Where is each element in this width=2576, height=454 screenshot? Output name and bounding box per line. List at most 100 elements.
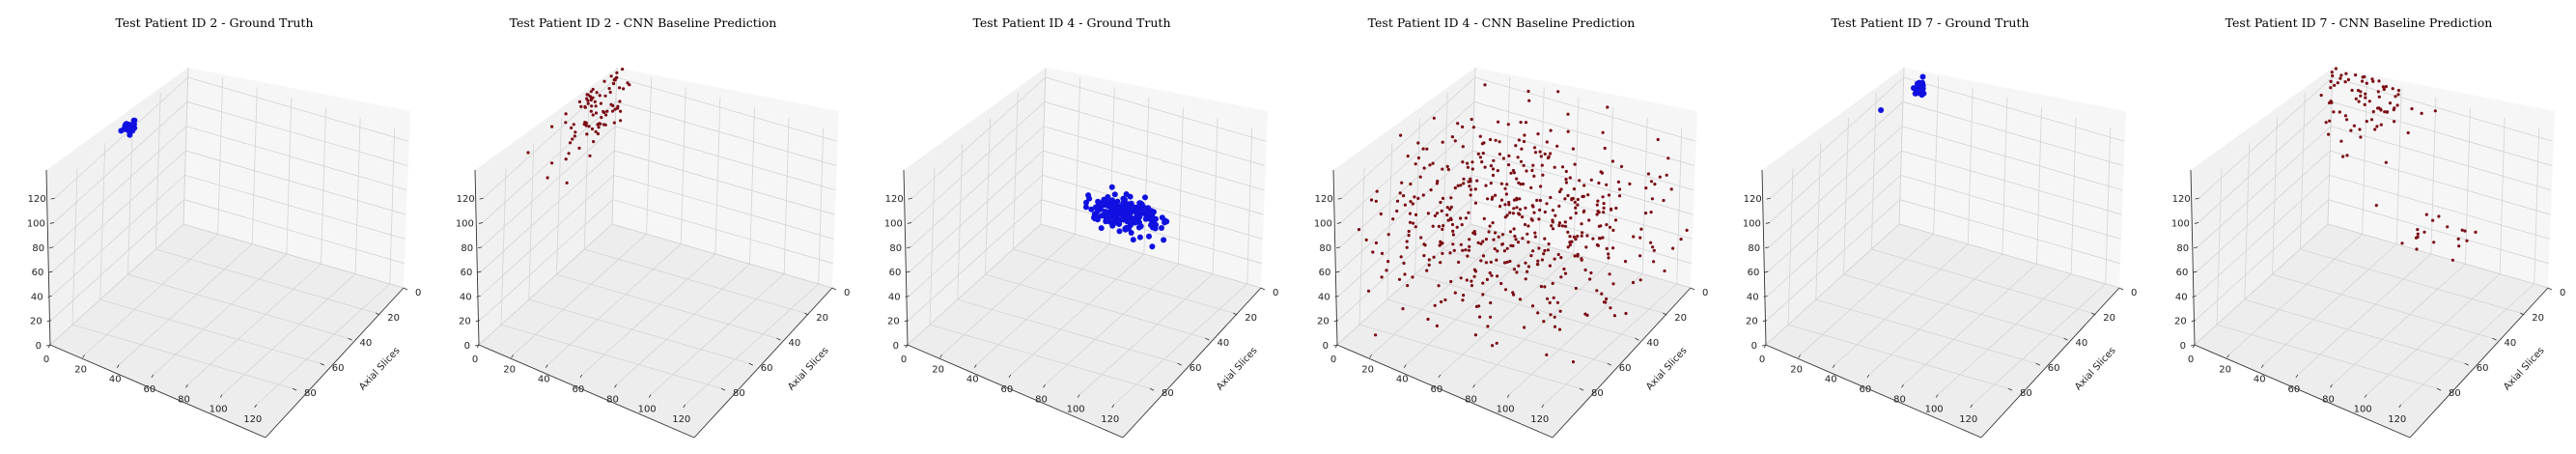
data-point [2388, 101, 2393, 105]
data-point [1663, 269, 1666, 273]
data-point [1602, 211, 1606, 214]
data-point [1469, 193, 1472, 197]
grid-line [2395, 87, 2402, 244]
grid-line [1902, 126, 2123, 191]
z-tick-mark [1765, 246, 1770, 249]
data-point [1512, 198, 1517, 202]
data-point [2437, 214, 2441, 218]
data-point [1409, 200, 1413, 204]
scatter-3d-plot: 0 20 40 60 80 100 120 0 20 40 60 80 0 20 40 60 80 100 120 A… [884, 67, 1278, 439]
data-point [1105, 203, 1111, 210]
grid-line [2327, 223, 2549, 289]
data-points [1357, 83, 1689, 364]
data-point [1548, 264, 1552, 268]
data-point [1441, 251, 1444, 255]
data-point [594, 111, 599, 115]
x-tick-label: 40 [538, 375, 550, 385]
z-axis-line [1761, 169, 1767, 346]
z-tick-label: 100 [456, 218, 474, 229]
data-point [579, 104, 583, 108]
y-tick-label: 20 [2532, 313, 2544, 324]
data-point [1443, 298, 1447, 302]
data-point [1439, 200, 1442, 205]
scatter-3d-plot: 0 20 40 60 80 100 120 0 20 40 60 80 0 20 40 60 80 100 120 A… [27, 67, 421, 439]
grid-line [611, 67, 618, 225]
data-point [1489, 182, 1493, 185]
x-tick-mark [683, 404, 686, 409]
data-point [1136, 234, 1143, 241]
data-point [1533, 231, 1537, 235]
data-point [1597, 181, 1601, 185]
data-point [1545, 140, 1549, 144]
y-tick-mark [1607, 362, 1611, 366]
data-point [1508, 211, 1512, 214]
grid-line [154, 93, 161, 250]
z-tick-label: 20 [887, 317, 900, 327]
z-axis-line [903, 169, 909, 346]
data-point [1541, 173, 1545, 177]
data-point [1438, 243, 1442, 247]
data-point [1116, 220, 1123, 227]
data-point [1445, 164, 1449, 168]
data-point [2396, 93, 2400, 97]
data-point [1467, 180, 1470, 184]
z-tick-label: 100 [1743, 218, 1761, 229]
grid-line [1043, 150, 1264, 215]
data-point [583, 104, 587, 109]
data-point [1487, 230, 1491, 234]
data-point [1638, 278, 1642, 282]
data-point [1472, 230, 1476, 234]
y-tick-mark [320, 362, 324, 366]
z-tick-label: 120 [885, 194, 904, 205]
data-point [1649, 241, 1653, 244]
data-point [1511, 291, 1515, 295]
y-tick-label: 60 [2477, 363, 2489, 374]
data-point [586, 93, 590, 97]
x-tick-mark [1077, 394, 1080, 398]
x-tick-mark [545, 364, 548, 368]
x-tick-mark [2226, 355, 2229, 358]
y-axis-label: Axial Slices [1215, 346, 1260, 393]
data-point [1441, 167, 1444, 171]
data-point [2365, 120, 2368, 124]
data-point [1646, 172, 1650, 176]
data-point [1453, 185, 1457, 190]
x-tick-label: 0 [901, 355, 907, 365]
data-point [1431, 224, 1435, 228]
data-point [1527, 99, 1531, 102]
data-point [1449, 279, 1453, 284]
z-tick-mark [2195, 197, 2199, 200]
data-point [594, 104, 598, 108]
x-tick-mark [1541, 404, 1545, 409]
data-point [1499, 281, 1503, 286]
data-point [2369, 118, 2374, 122]
data-point [564, 121, 568, 125]
data-point [1465, 278, 1469, 282]
data-point [1406, 155, 1410, 158]
chart-title: Test Patient ID 2 - Ground Truth [115, 15, 314, 30]
x-tick-label: 80 [2322, 394, 2335, 405]
data-point [1449, 196, 1453, 200]
grid-line [1815, 143, 1822, 300]
data-point [1121, 200, 1128, 207]
data-point [1436, 212, 1440, 215]
data-point [1422, 166, 1426, 170]
data-point [2336, 81, 2339, 85]
y-tick-label: 60 [1619, 363, 1632, 374]
grid-line [985, 118, 991, 275]
data-point [1522, 163, 1526, 167]
data-point [622, 87, 626, 91]
data-point [1606, 105, 1610, 109]
data-point [1585, 313, 1589, 317]
data-point [1666, 156, 1670, 160]
data-point [1477, 304, 1481, 308]
data-point [1416, 196, 1420, 200]
data-point [616, 104, 620, 108]
z-tick-label: 120 [2172, 194, 2191, 205]
data-point [1572, 235, 1576, 239]
scatter-3d-plot: 0 20 40 60 80 100 120 0 20 40 60 80 0 20 40 60 80 100 120 A… [1743, 67, 2137, 439]
chart-panel-2: Test Patient ID 2 - CNN Baseline Predict… [429, 0, 857, 454]
data-point [1521, 182, 1526, 186]
z-axis-line [45, 169, 51, 346]
data-point [1514, 238, 1518, 241]
